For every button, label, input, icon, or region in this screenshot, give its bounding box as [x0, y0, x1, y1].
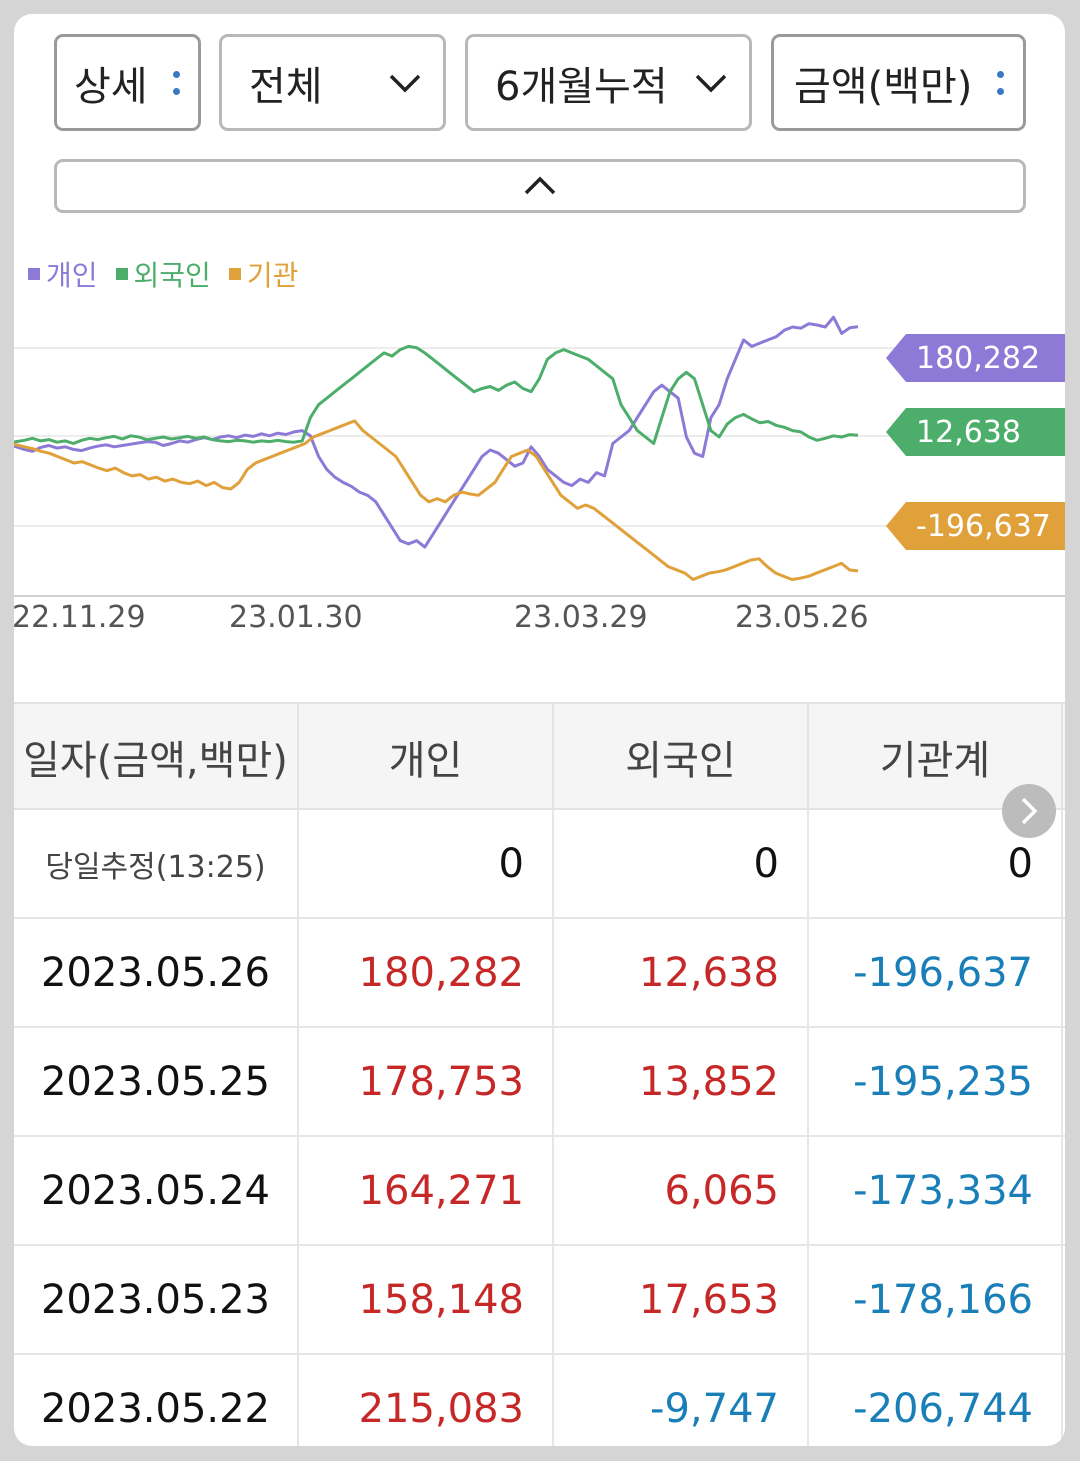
last-value-tag-individual: 180,282: [886, 334, 1065, 382]
row-foreign: 12,638: [554, 919, 809, 1026]
last-value-individual: 180,282: [916, 340, 1041, 376]
row-individual: 178,753: [299, 1028, 554, 1135]
row-individual: 164,271: [299, 1137, 554, 1244]
last-value-foreign: 12,638: [916, 414, 1021, 450]
row-foreign: 0: [554, 810, 809, 917]
row-date: 2023.05.26: [14, 919, 299, 1026]
row-institution: -178,166: [809, 1246, 1063, 1353]
legend-swatch: [228, 268, 241, 280]
table-row: 2023.05.25 178,753 13,852 -195,235: [14, 1028, 1065, 1137]
scroll-right-button[interactable]: [1002, 784, 1056, 838]
legend-swatch: [28, 268, 40, 280]
scope-dropdown[interactable]: 전체: [219, 34, 446, 131]
collapse-chart-button[interactable]: [54, 159, 1026, 213]
chevron-down-icon: [389, 74, 421, 92]
row-institution: 0: [809, 810, 1063, 917]
x-tick-label: 22.11.29: [14, 600, 146, 635]
col-header-individual: 개인: [299, 704, 554, 810]
legend-foreign: 외국인: [115, 254, 211, 294]
legend-institution-label: 기관: [246, 259, 299, 292]
row-date: 당일추정(13:25): [14, 810, 299, 917]
table-header: 일자(금액,백만) 개인 외국인 기관계: [14, 702, 1065, 810]
last-value-institution: -196,637: [916, 508, 1051, 544]
x-tick-label: 23.05.26: [735, 600, 869, 635]
last-value-tag-foreign: 12,638: [886, 408, 1065, 456]
legend-foreign-label: 외국인: [133, 259, 211, 292]
last-value-tag-institution: -196,637: [886, 502, 1065, 550]
row-date: 2023.05.25: [14, 1028, 299, 1135]
table-row: 2023.05.26 180,282 12,638 -196,637: [14, 919, 1065, 1028]
mode-select[interactable]: 상세: [54, 34, 201, 131]
table-row: 2023.05.24 164,271 6,065 -173,334: [14, 1137, 1065, 1246]
row-individual: 180,282: [299, 919, 554, 1026]
col-header-institution: 기관계: [809, 704, 1063, 810]
row-institution: -195,235: [809, 1028, 1063, 1135]
x-tick-label: 23.01.30: [229, 600, 363, 635]
row-date: 2023.05.22: [14, 1355, 299, 1446]
row-foreign: 17,653: [554, 1246, 809, 1353]
investor-trend-card: 상세 전체 6개월누적 금액(백만) 개인 외국인 기관: [14, 14, 1065, 1446]
more-vertical-icon: [173, 70, 181, 95]
row-institution: -196,637: [809, 919, 1063, 1026]
period-dropdown-label: 6개월누적: [495, 63, 668, 110]
row-individual: 215,083: [299, 1355, 554, 1446]
row-date: 2023.05.24: [14, 1137, 299, 1244]
chevron-down-icon: [695, 74, 727, 92]
series-line-individual: [14, 315, 859, 549]
row-individual: 0: [299, 810, 554, 917]
x-tick-label: 23.03.29: [514, 600, 648, 635]
unit-select[interactable]: 금액(백만): [771, 34, 1026, 131]
scope-dropdown-label: 전체: [249, 63, 323, 110]
legend-institution: 기관: [228, 254, 299, 294]
table-row: 2023.05.23 158,148 17,653 -178,166: [14, 1246, 1065, 1355]
row-foreign: 6,065: [554, 1137, 809, 1244]
col-header-date: 일자(금액,백만): [14, 704, 299, 810]
row-date: 2023.05.23: [14, 1246, 299, 1353]
table-row: 2023.05.22 215,083 -9,747 -206,744: [14, 1355, 1065, 1446]
legend-swatch: [115, 268, 128, 280]
unit-select-label: 금액(백만): [794, 63, 973, 110]
col-header-foreign: 외국인: [554, 704, 809, 810]
chart-legend: 개인 외국인 기관: [28, 254, 298, 294]
series-line-institution: [14, 419, 859, 581]
table-row: 당일추정(13:25) 0 0 0: [14, 810, 1065, 919]
row-institution: -173,334: [809, 1137, 1063, 1244]
legend-individual-label: 개인: [46, 259, 98, 292]
chevron-right-icon: [1021, 797, 1038, 825]
row-institution: -206,744: [809, 1355, 1063, 1446]
mode-select-label: 상세: [74, 63, 148, 110]
chevron-up-icon: [524, 176, 556, 195]
more-vertical-icon: [997, 70, 1005, 95]
row-foreign: 13,852: [554, 1028, 809, 1135]
series-line-foreign: [14, 344, 859, 445]
period-dropdown[interactable]: 6개월누적: [465, 34, 752, 131]
row-individual: 158,148: [299, 1246, 554, 1353]
row-foreign: -9,747: [554, 1355, 809, 1446]
legend-individual: 개인: [28, 254, 98, 294]
